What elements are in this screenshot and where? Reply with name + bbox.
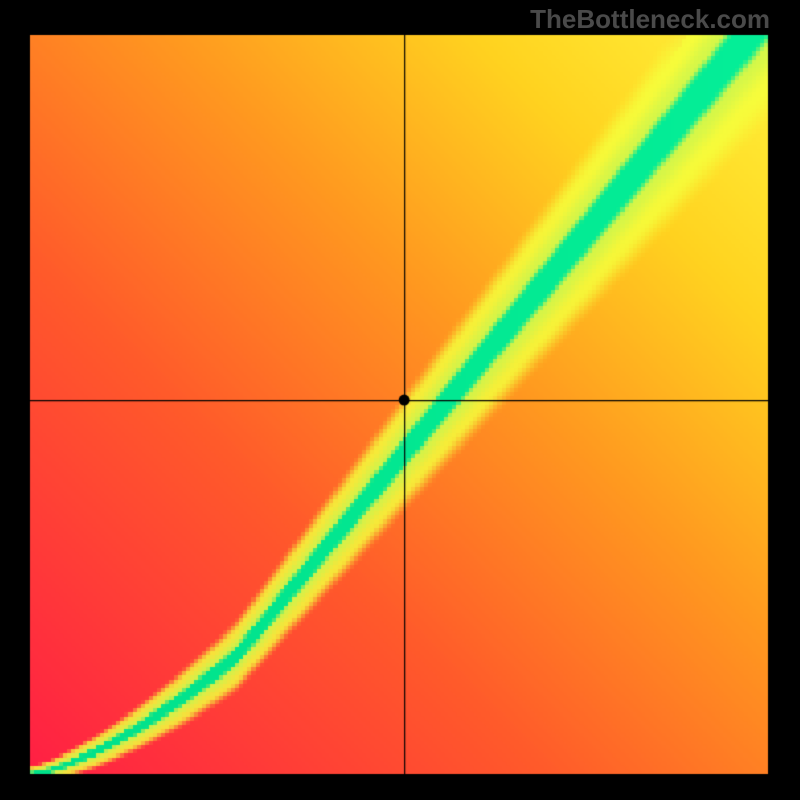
bottleneck-heatmap [0, 0, 800, 800]
chart-container: TheBottleneck.com [0, 0, 800, 800]
watermark-text: TheBottleneck.com [530, 4, 770, 35]
